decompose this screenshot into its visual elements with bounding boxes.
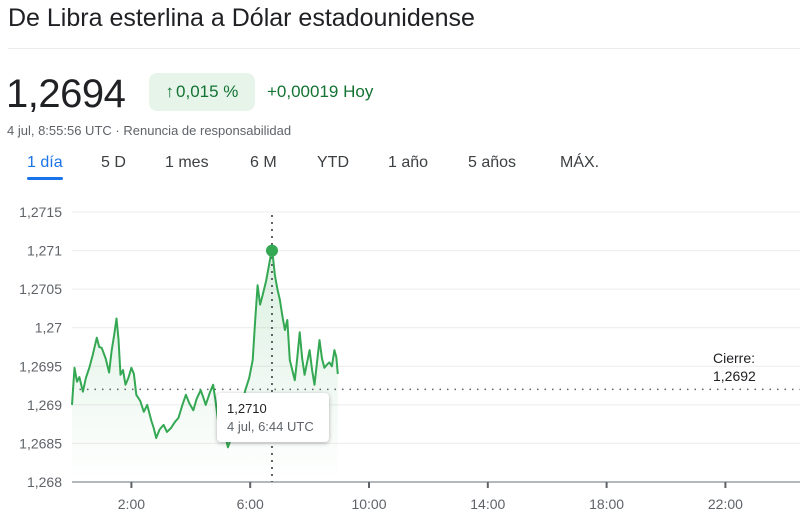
highlight-point [265, 244, 278, 257]
y-tick-label: 1,2715 [19, 204, 62, 220]
y-tick-label: 1,27 [35, 320, 62, 336]
y-tick-label: 1,271 [27, 243, 62, 259]
price-line [71, 247, 339, 449]
x-tick-label: 10:00 [351, 496, 386, 512]
x-tick-label: 2:00 [118, 496, 145, 512]
separator: · [115, 123, 120, 138]
x-tick-label: 22:00 [708, 496, 743, 512]
y-tick-label: 1,2705 [19, 281, 62, 297]
tab-ytd[interactable]: YTD [317, 154, 349, 171]
close-label: Cierre: [713, 350, 756, 366]
y-tick-label: 1,2695 [19, 358, 62, 374]
y-tick-label: 1,269 [27, 397, 62, 413]
timestamp: 4 jul, 8:55:56 UTC [7, 123, 112, 138]
tooltip: 1,2710 4 jul, 6:44 UTC [217, 393, 329, 442]
x-tick-label: 18:00 [589, 496, 624, 512]
y-tick-label: 1,2685 [19, 435, 62, 451]
tab-1-dia[interactable]: 1 día [27, 154, 63, 180]
tab-1-ano[interactable]: 1 año [388, 154, 429, 171]
tab-max[interactable]: MÁX. [560, 154, 600, 171]
x-tick-label: 14:00 [470, 496, 505, 512]
change-percent: 0,015 % [176, 82, 239, 101]
page-title: De Libra esterlina a Dólar estadounidens… [8, 4, 475, 32]
tooltip-value: 1,2710 [227, 401, 267, 416]
divider [8, 48, 800, 49]
current-price: 1,2694 [6, 72, 126, 116]
y-tick-label: 1,268 [27, 474, 62, 490]
arrow-up-icon: ↑ [165, 82, 175, 101]
tab-5d[interactable]: 5 D [101, 154, 126, 171]
change-absolute: +0,00019 Hoy [267, 82, 374, 101]
price-area-fill [72, 248, 338, 482]
x-tick-label: 6:00 [237, 496, 264, 512]
tab-1-mes[interactable]: 1 mes [165, 154, 209, 171]
change-percent-badge: ↑ 0,015 % [149, 73, 255, 111]
tab-5-anos[interactable]: 5 años [468, 154, 517, 171]
close-value: 1,2692 [713, 368, 756, 384]
tooltip-time: 4 jul, 6:44 UTC [227, 419, 314, 434]
tab-6m[interactable]: 6 M [250, 154, 277, 171]
previous-close-label: Cierre: 1,2692 [713, 349, 756, 385]
disclaimer-link[interactable]: Renuncia de responsabilidad [123, 123, 292, 138]
quote-subline: 4 jul, 8:55:56 UTC · Renuncia de respons… [7, 123, 291, 138]
